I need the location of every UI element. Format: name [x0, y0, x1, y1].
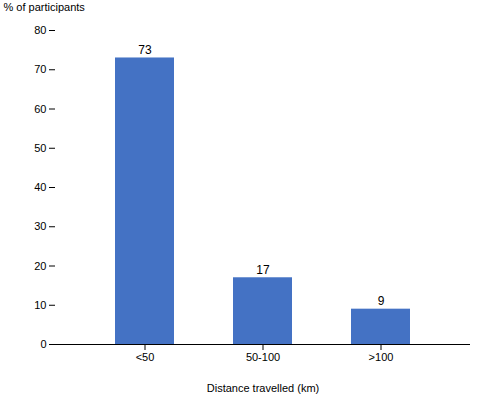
- svg-text:73: 73: [138, 43, 152, 57]
- svg-text:30: 30: [34, 220, 46, 232]
- svg-text:0: 0: [40, 338, 46, 350]
- svg-text:40: 40: [34, 181, 46, 193]
- svg-text:20: 20: [34, 260, 46, 272]
- svg-text:80: 80: [34, 24, 46, 36]
- svg-text:Distance travelled (km): Distance travelled (km): [207, 382, 319, 394]
- svg-text:50: 50: [34, 142, 46, 154]
- svg-text:17: 17: [256, 263, 270, 277]
- svg-text:50-100: 50-100: [246, 351, 280, 363]
- svg-text:70: 70: [34, 63, 46, 75]
- svg-text:9: 9: [378, 294, 385, 308]
- svg-text:60: 60: [34, 103, 46, 115]
- svg-text:% of participants: % of participants: [4, 1, 86, 13]
- svg-text:10: 10: [34, 299, 46, 311]
- svg-text:>100: >100: [369, 351, 394, 363]
- svg-text:<50: <50: [136, 351, 155, 363]
